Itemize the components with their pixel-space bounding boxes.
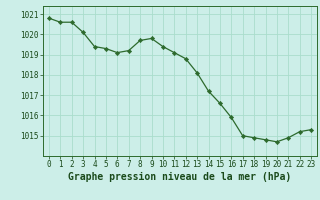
X-axis label: Graphe pression niveau de la mer (hPa): Graphe pression niveau de la mer (hPa) <box>68 172 292 182</box>
